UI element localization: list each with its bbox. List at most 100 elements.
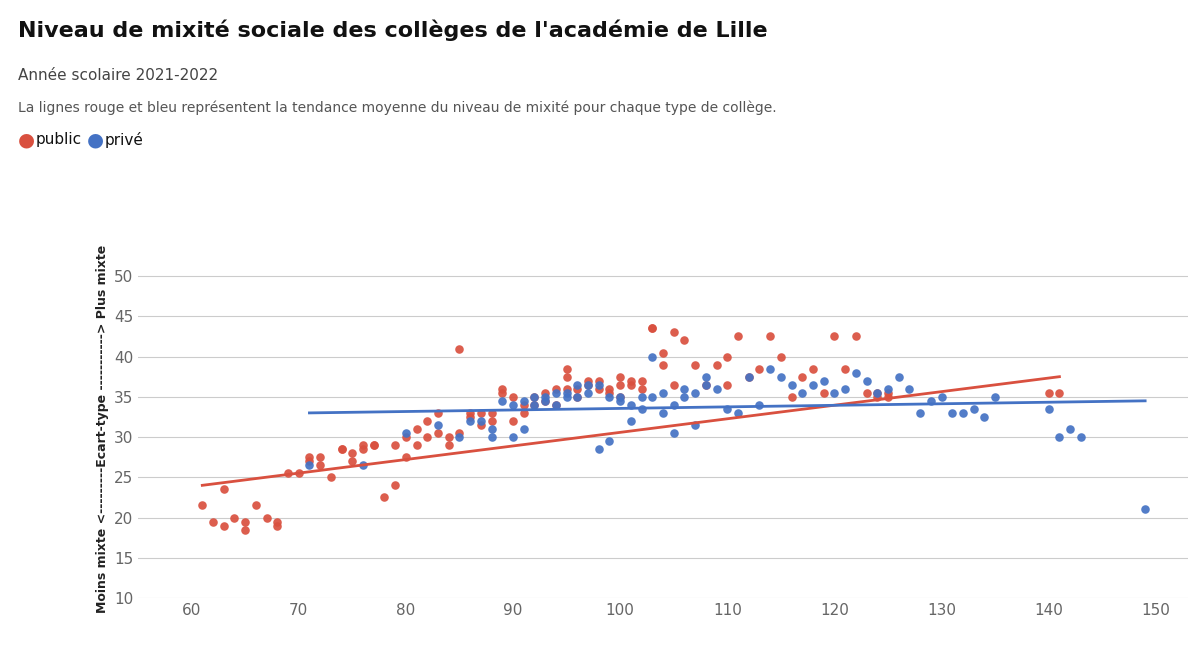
Point (374, 492, 394, 502)
Point (439, 440, 458, 450)
Point (611, 372, 630, 382)
Point (278, 468, 298, 478)
Point (868, 391, 887, 402)
Point (739, 372, 758, 382)
Point (428, 408, 448, 418)
Point (985, 391, 1004, 402)
Point (354, 444, 373, 454)
Point (568, 391, 587, 402)
Point (750, 400, 769, 410)
Point (568, 380, 587, 390)
Point (289, 468, 308, 478)
Point (461, 416, 480, 426)
Point (932, 391, 952, 402)
Point (857, 387, 876, 398)
Point (728, 332, 748, 342)
Text: public: public (36, 132, 82, 148)
Point (728, 408, 748, 418)
Point (235, 525, 254, 535)
Point (524, 391, 544, 402)
Point (643, 352, 662, 362)
Point (493, 384, 512, 394)
Point (889, 372, 908, 382)
Point (524, 400, 544, 410)
Point (835, 363, 854, 374)
Point (804, 380, 823, 390)
Point (504, 432, 523, 442)
Point (343, 448, 362, 458)
Point (674, 384, 694, 394)
Point (664, 380, 683, 390)
Point (482, 408, 502, 418)
Point (793, 372, 812, 382)
Point (396, 428, 415, 438)
Point (1039, 404, 1058, 414)
Text: privé: privé (104, 132, 143, 148)
Point (407, 440, 426, 450)
Point (793, 387, 812, 398)
Point (750, 363, 769, 374)
Point (782, 380, 802, 390)
Point (943, 408, 962, 418)
Point (1050, 432, 1069, 442)
Point (418, 416, 437, 426)
Point (974, 411, 994, 422)
Point (707, 359, 726, 370)
Point (268, 521, 287, 531)
Point (857, 376, 876, 386)
Point (761, 332, 780, 342)
Point (482, 424, 502, 434)
Point (835, 384, 854, 394)
Point (622, 380, 641, 390)
Point (535, 396, 554, 406)
Point (514, 424, 533, 434)
Text: ●: ● (86, 130, 103, 150)
Point (450, 343, 469, 354)
Point (578, 380, 598, 390)
Point (589, 380, 608, 390)
Point (814, 376, 833, 386)
Point (224, 512, 244, 523)
Point (214, 484, 233, 495)
Point (1072, 432, 1091, 442)
Point (535, 387, 554, 398)
Point (354, 440, 373, 450)
Point (696, 380, 715, 390)
Point (557, 387, 576, 398)
Point (611, 391, 630, 402)
Point (557, 372, 576, 382)
Point (557, 391, 576, 402)
Point (846, 367, 865, 378)
Point (1039, 387, 1058, 398)
Point (696, 372, 715, 382)
Point (504, 416, 523, 426)
Point (761, 363, 780, 374)
Point (611, 380, 630, 390)
Y-axis label: Moins mixte <---------Ecart-type -----------> Plus mixte: Moins mixte <---------Ecart-type -------… (96, 245, 109, 613)
Point (1050, 387, 1069, 398)
Point (1135, 504, 1154, 515)
Point (322, 472, 341, 482)
Point (514, 400, 533, 410)
Point (535, 391, 554, 402)
Point (557, 363, 576, 374)
Point (450, 428, 469, 438)
Point (900, 384, 919, 394)
Point (632, 404, 652, 414)
Text: ●: ● (18, 130, 35, 150)
Point (589, 444, 608, 454)
Point (718, 352, 737, 362)
Point (343, 456, 362, 467)
Point (461, 408, 480, 418)
Point (718, 380, 737, 390)
Point (332, 444, 352, 454)
Point (772, 372, 791, 382)
Text: La lignes rouge et bleu représentent la tendance moyenne du niveau de mixité pou: La lignes rouge et bleu représentent la … (18, 101, 776, 115)
Point (300, 456, 319, 467)
Point (439, 432, 458, 442)
Point (964, 404, 983, 414)
Point (407, 424, 426, 434)
Point (600, 391, 619, 402)
Point (364, 440, 383, 450)
Point (664, 400, 683, 410)
